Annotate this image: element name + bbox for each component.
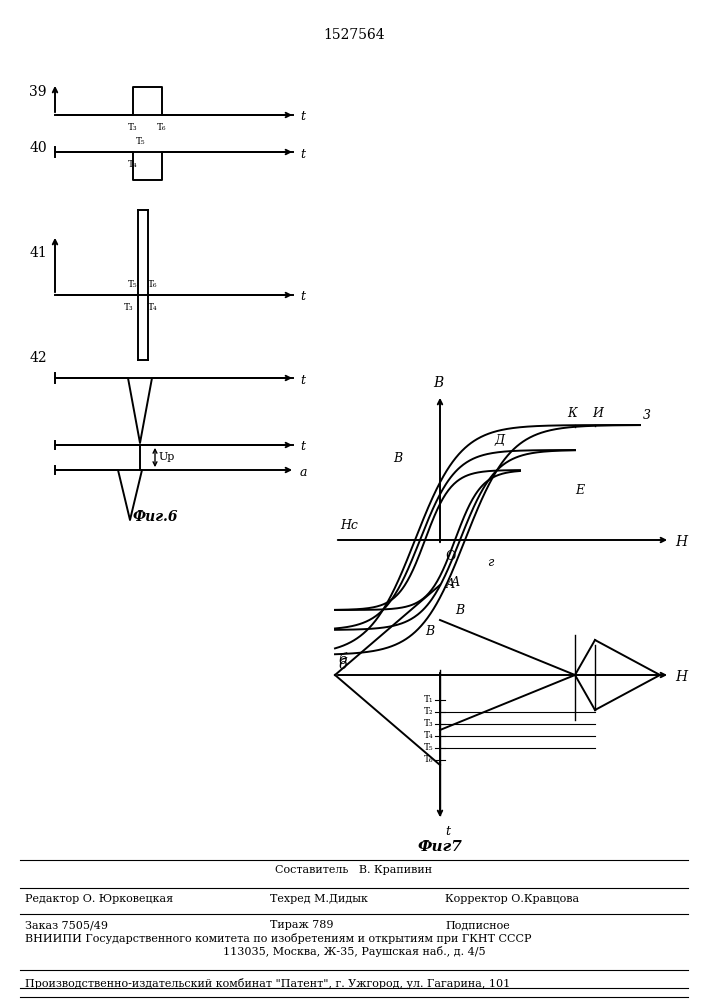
Text: В: В — [393, 452, 402, 464]
Text: T₆: T₆ — [148, 280, 158, 289]
Text: t: t — [300, 290, 305, 304]
Text: Д: Д — [495, 434, 505, 446]
Text: T₂: T₂ — [423, 708, 433, 716]
Text: T₅: T₅ — [129, 280, 138, 289]
Text: T₁: T₁ — [423, 696, 433, 704]
Text: t: t — [300, 373, 305, 386]
Text: Uр: Uр — [159, 452, 175, 462]
Text: ВНИИПИ Государственного комитета по изобретениям и открытиям при ГКНТ СССР: ВНИИПИ Государственного комитета по изоб… — [25, 933, 532, 944]
Text: А: А — [450, 576, 460, 588]
Text: Подписное: Подписное — [445, 920, 510, 930]
Text: В: В — [433, 376, 443, 390]
Text: Нс: Нс — [340, 519, 358, 532]
Text: К: К — [567, 407, 577, 420]
Text: В: В — [455, 603, 464, 616]
Text: T₆: T₆ — [423, 756, 433, 764]
Text: А: А — [445, 578, 455, 591]
Text: В: В — [426, 625, 435, 638]
Text: Фиг.6: Фиг.6 — [132, 510, 177, 524]
Text: Н: Н — [675, 670, 687, 684]
Text: Составитель   В. Крапивин: Составитель В. Крапивин — [276, 865, 433, 875]
Text: Заказ 7505/49: Заказ 7505/49 — [25, 920, 108, 930]
Text: О: О — [445, 550, 455, 563]
Text: Производственно-издательский комбинат "Патент", г. Ужгород, ул. Гагарина, 101: Производственно-издательский комбинат "П… — [25, 978, 510, 989]
Text: T₄: T₄ — [148, 303, 158, 312]
Text: t: t — [445, 825, 450, 838]
Text: Н: Н — [675, 535, 687, 549]
Text: Корректор О.Кравцова: Корректор О.Кравцова — [445, 894, 579, 904]
Text: Тираж 789: Тираж 789 — [270, 920, 334, 930]
Text: T₃: T₃ — [423, 720, 433, 728]
Text: t: t — [300, 440, 305, 454]
Text: T₄: T₄ — [423, 732, 433, 740]
Text: T₄: T₄ — [128, 160, 138, 169]
Text: 3: 3 — [643, 409, 651, 422]
Text: И: И — [592, 407, 604, 420]
Text: t: t — [300, 110, 305, 123]
Text: Редактор О. Юрковецкая: Редактор О. Юрковецкая — [25, 894, 173, 904]
Text: T₃: T₃ — [124, 303, 133, 312]
Text: 42: 42 — [30, 351, 47, 365]
Text: t: t — [300, 147, 305, 160]
Text: T₅: T₅ — [423, 744, 433, 752]
Text: б: б — [338, 653, 346, 667]
Text: T₆: T₆ — [157, 123, 167, 132]
Text: 41: 41 — [29, 246, 47, 260]
Text: б: б — [338, 658, 346, 672]
Text: 1527564: 1527564 — [323, 28, 385, 42]
Text: Техред М.Дидык: Техред М.Дидык — [270, 894, 368, 904]
Text: 40: 40 — [30, 141, 47, 155]
Text: г: г — [487, 556, 493, 568]
Text: T₃: T₃ — [128, 123, 138, 132]
Text: T₅: T₅ — [136, 137, 146, 146]
Text: Фиг7: Фиг7 — [418, 840, 462, 854]
Text: 113035, Москва, Ж-35, Раушская наб., д. 4/5: 113035, Москва, Ж-35, Раушская наб., д. … — [223, 946, 485, 957]
Text: 39: 39 — [30, 85, 47, 99]
Text: а: а — [300, 466, 308, 479]
Text: Е: Е — [575, 484, 585, 496]
